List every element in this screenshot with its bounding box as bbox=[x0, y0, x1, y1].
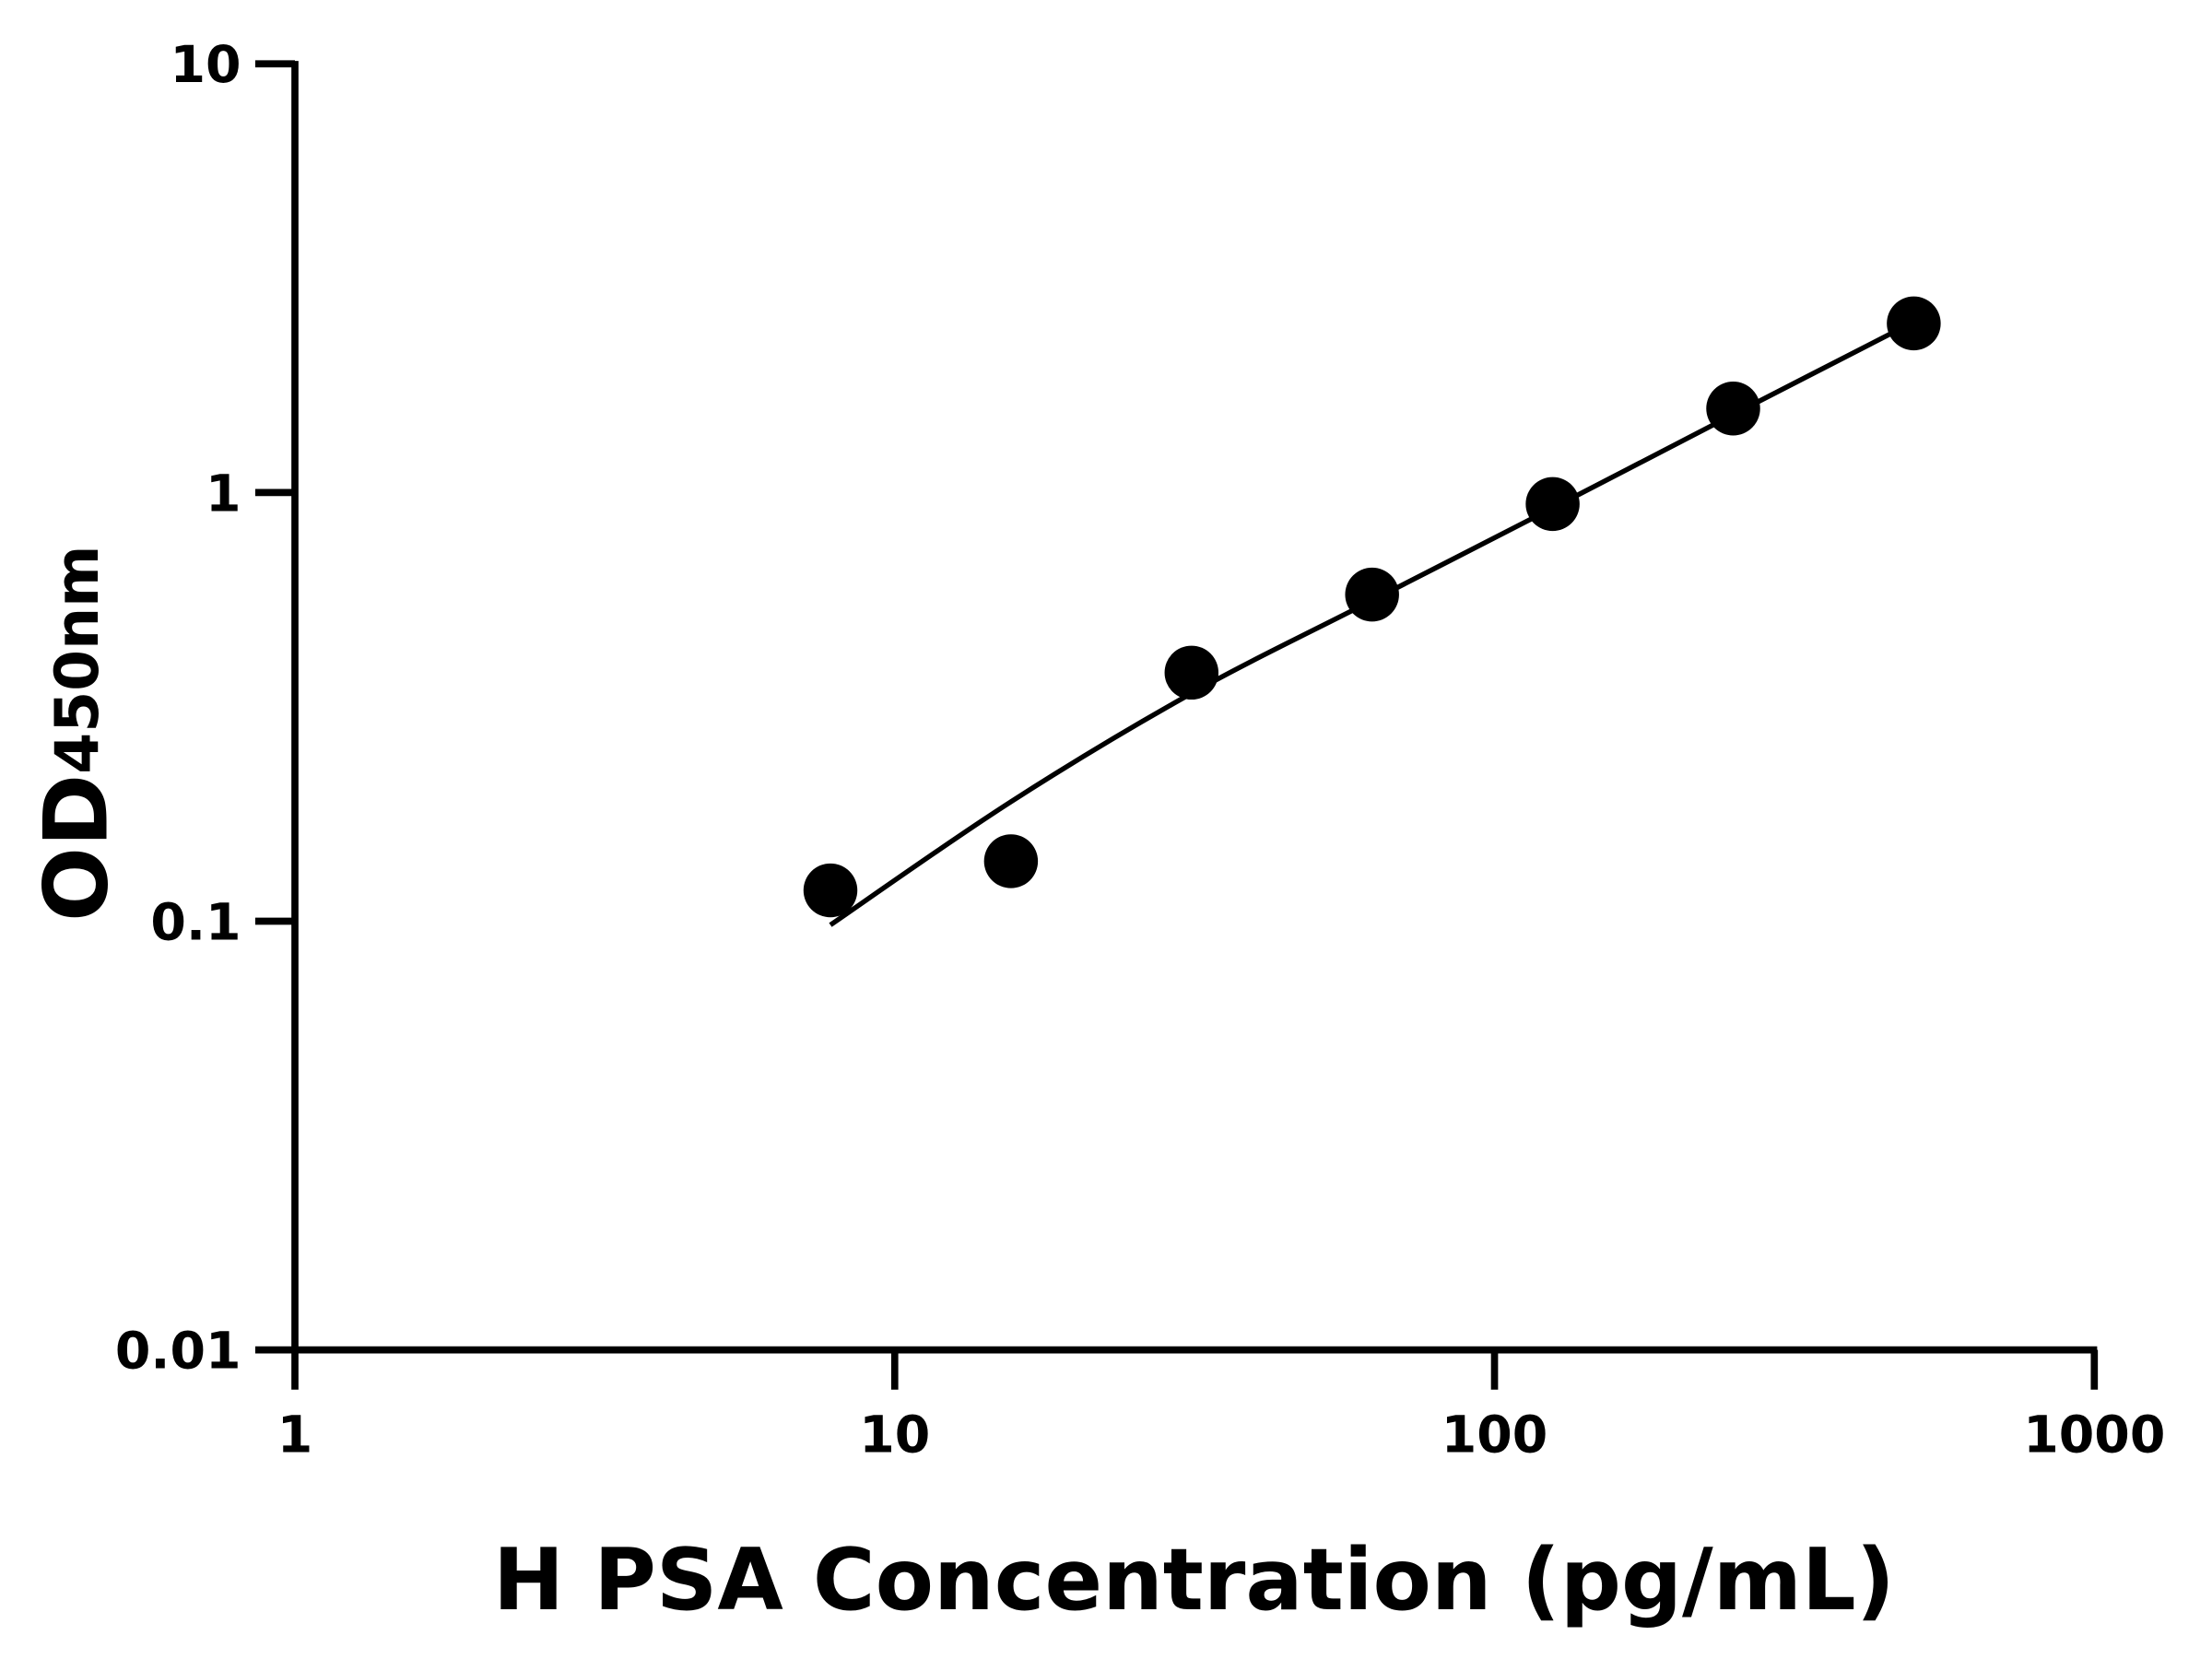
y-axis-label-subscript: 450nm bbox=[43, 546, 112, 774]
data-point bbox=[803, 863, 858, 918]
x-axis-label: H PSA Concentration (pg/mL) bbox=[493, 1530, 1895, 1630]
data-point bbox=[1525, 477, 1580, 532]
y-axis-label: OD bbox=[25, 774, 127, 922]
y-tick-label: 10 bbox=[170, 36, 241, 95]
svg-text:OD450nm: OD450nm bbox=[25, 546, 127, 922]
data-point bbox=[1345, 567, 1399, 622]
data-point bbox=[1706, 382, 1760, 436]
data-point bbox=[1164, 645, 1219, 700]
axes bbox=[291, 61, 2098, 1354]
x-tick-label: 10 bbox=[859, 1406, 930, 1465]
y-tick-label: 1 bbox=[206, 465, 241, 524]
x-tick-label: 1000 bbox=[2023, 1406, 2165, 1465]
ticks: 1 10 100 1000 0.01 0.1 1 10 bbox=[115, 36, 2165, 1465]
data-points bbox=[803, 296, 1941, 918]
data-point bbox=[1887, 296, 1941, 351]
x-tick-label: 100 bbox=[1441, 1406, 1548, 1465]
y-tick-label: 0.01 bbox=[115, 1323, 241, 1382]
y-tick-label: 0.1 bbox=[150, 893, 241, 952]
data-point bbox=[983, 834, 1039, 888]
x-tick-label: 1 bbox=[277, 1406, 313, 1465]
y-axis-label-group: OD450nm bbox=[25, 546, 127, 922]
